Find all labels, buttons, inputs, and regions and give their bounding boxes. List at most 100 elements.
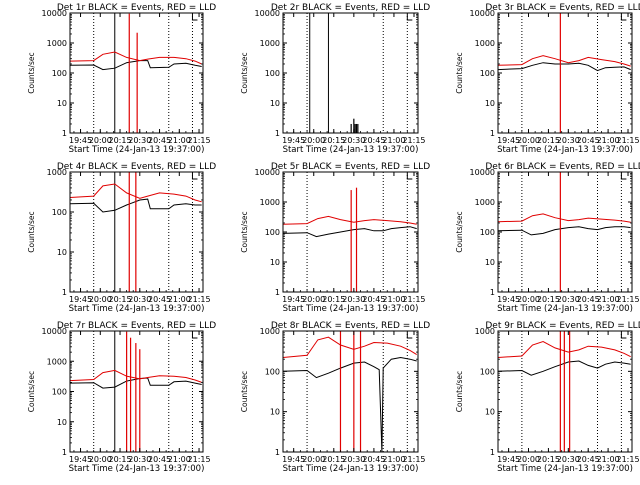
panel-5-xtick-label-1: 20:00: [302, 295, 325, 304]
panel-7-xtick-label-6: 21:15: [188, 455, 211, 464]
panel-6-events-series-line: [497, 226, 631, 236]
panel-4-ytick-label-0: 1: [62, 288, 67, 297]
panel-1-xtick-label-0: 19:45: [69, 136, 92, 145]
panel-8-ytick-label-0: 1: [275, 448, 280, 457]
panel-6-xtick-label-4: 20:45: [577, 295, 600, 304]
panel-8-xtick-label-5: 21:00: [382, 455, 405, 464]
panel-5-xtick-label-0: 19:45: [282, 295, 305, 304]
panel-5-xtick-label-5: 21:00: [382, 295, 405, 304]
panel-7-xtick-label-0: 19:45: [69, 455, 92, 464]
panel-8-xtick-label-4: 20:45: [362, 455, 385, 464]
panel-1-ylabel: Counts/sec: [27, 52, 36, 93]
panel-7-xtick-label-3: 20:30: [128, 455, 151, 464]
panel-5-ytick-label-4: 10000: [255, 168, 280, 177]
panel-7-title: Det 7r BLACK = Events, RED = LLD: [57, 321, 216, 331]
panel-3-xtick-label-5: 21:00: [597, 136, 620, 145]
panel-1-xtick-label-3: 20:30: [128, 136, 151, 145]
panel-2-xtick-label-3: 20:30: [342, 136, 365, 145]
panel-1-xlabel: Start Time (24-Jan-13 19:37:00): [69, 145, 205, 155]
panel-2-title: Det 2r BLACK = Events, RED = LLD: [271, 3, 430, 13]
panel-9-xtick-label-6: 21:15: [616, 455, 639, 464]
panel-5-ytick-label-0: 1: [275, 288, 280, 297]
panel-7-xtick-label-2: 20:15: [109, 455, 132, 464]
panel-3: Det 3r BLACK = Events, RED = LLD 1 10 100 10…: [455, 3, 640, 155]
panel-6-xtick-label-5: 21:00: [597, 295, 620, 304]
panel-1-xtick-label-5: 21:00: [168, 136, 191, 145]
panel-4-ytick-label-2: 100: [52, 208, 67, 217]
panel-5-xlabel: Start Time (24-Jan-13 19:37:00): [283, 304, 419, 314]
panel-4-ytick-label-3: 1000: [47, 168, 67, 177]
panel-9-xtick-label-2: 20:15: [537, 455, 560, 464]
panel-3-xtick-label-1: 20:00: [517, 136, 540, 145]
panel-1-xtick-label-4: 20:45: [148, 136, 171, 145]
panel-7-ylabel: Counts/sec: [27, 371, 36, 412]
panel-6-xtick-label-6: 21:15: [616, 295, 639, 304]
panel-1: Det 1r BLACK = Events, RED = LLD 1 10 100 10…: [27, 3, 216, 155]
panel-2-ytick-label-2: 100: [265, 69, 280, 78]
panel-3-ylabel: Counts/sec: [455, 52, 464, 93]
panel-4-xtick-label-2: 20:15: [109, 295, 132, 304]
panel-3-ytick-label-1: 10: [485, 99, 495, 108]
panel-4: Det 4r BLACK = Events, RED = LLD 1 10 100 10…: [27, 162, 216, 314]
panel-1-frame: [69, 12, 204, 134]
panel-7-ytick-label-3: 1000: [47, 357, 67, 366]
panel-8-ytick-label-3: 1000: [260, 327, 280, 336]
panel-9-xtick-label-5: 21:00: [597, 455, 620, 464]
panel-2-xtick-label-1: 20:00: [302, 136, 325, 145]
panel-2-frame: [282, 12, 419, 134]
panel-5-xtick-label-2: 20:15: [322, 295, 345, 304]
panel-6-ytick-label-1: 10: [485, 258, 495, 267]
panel-1-ytick-label-0: 1: [62, 129, 67, 138]
panel-6-xtick-label-3: 20:30: [557, 295, 580, 304]
panel-3-xtick-label-3: 20:30: [557, 136, 580, 145]
panel-2-ytick-label-0: 1: [275, 129, 280, 138]
panel-2-xtick-label-2: 20:15: [322, 136, 345, 145]
panel-7-ytick-label-1: 10: [57, 418, 67, 427]
panel-6-bracket-marker: [620, 173, 627, 180]
panel-5-ytick-label-3: 1000: [260, 198, 280, 207]
panel-3-xlabel: Start Time (24-Jan-13 19:37:00): [497, 145, 633, 155]
panel-6-ylabel: Counts/sec: [455, 211, 464, 252]
panel-3-frame: [497, 12, 633, 134]
panel-2-ytick-label-3: 1000: [260, 39, 280, 48]
panel-2-xtick-label-5: 21:00: [382, 136, 405, 145]
panel-8-title: Det 8r BLACK = Events, RED = LLD: [271, 321, 430, 331]
panel-3-title: Det 3r BLACK = Events, RED = LLD: [485, 3, 640, 13]
panel-8-ylabel: Counts/sec: [240, 371, 249, 412]
panel-2-xlabel: Start Time (24-Jan-13 19:37:00): [283, 145, 419, 155]
panel-8-frame: [282, 330, 419, 453]
panel-3-ytick-label-3: 1000: [475, 39, 495, 48]
panel-3-ytick-label-0: 1: [490, 129, 495, 138]
panel-7-frame: [69, 330, 204, 453]
panel-3-events-series-line: [497, 62, 631, 72]
panel-4-xtick-label-0: 19:45: [69, 295, 92, 304]
panel-4-xtick-label-6: 21:15: [188, 295, 211, 304]
panel-2-ylabel: Counts/sec: [240, 52, 249, 93]
panel-3-ytick-label-4: 10000: [470, 9, 495, 18]
panel-9-events-series-line: [497, 360, 631, 376]
panel-5-ytick-label-1: 10: [270, 258, 280, 267]
panel-2: Det 2r BLACK = Events, RED = LLD 1 10 100 10…: [240, 3, 430, 155]
panel-6-title: Det 6r BLACK = Events, RED = LLD: [485, 162, 640, 172]
panel-4-ytick-label-1: 10: [57, 248, 67, 257]
panel-4-events-series-line: [69, 198, 202, 213]
panel-1-xtick-label-1: 20:00: [89, 136, 112, 145]
panel-7-ytick-label-0: 1: [62, 448, 67, 457]
panel-6: Det 6r BLACK = Events, RED = LLD 1 10 100 10…: [455, 162, 640, 314]
panel-5: Det 5r BLACK = Events, RED = LLD 1 10 100 10…: [240, 162, 430, 314]
panel-1-xtick-label-6: 21:15: [188, 136, 211, 145]
panel-5-frame: [282, 171, 419, 293]
panel-7-ytick-label-2: 100: [52, 388, 67, 397]
panel-7-xlabel: Start Time (24-Jan-13 19:37:00): [69, 464, 205, 474]
panel-6-ytick-label-3: 1000: [475, 198, 495, 207]
panel-7-ytick-label-4: 10000: [42, 327, 67, 336]
panel-2-ytick-label-1: 10: [270, 99, 280, 108]
panel-3-ytick-label-2: 100: [480, 69, 495, 78]
panel-9-ylabel: Counts/sec: [455, 371, 464, 412]
panel-3-xtick-label-6: 21:15: [616, 136, 639, 145]
panel-7-xtick-label-4: 20:45: [148, 455, 171, 464]
panel-5-bracket-marker: [406, 173, 413, 180]
panel-1-xtick-label-2: 20:15: [109, 136, 132, 145]
panel-8-xtick-label-0: 19:45: [282, 455, 305, 464]
